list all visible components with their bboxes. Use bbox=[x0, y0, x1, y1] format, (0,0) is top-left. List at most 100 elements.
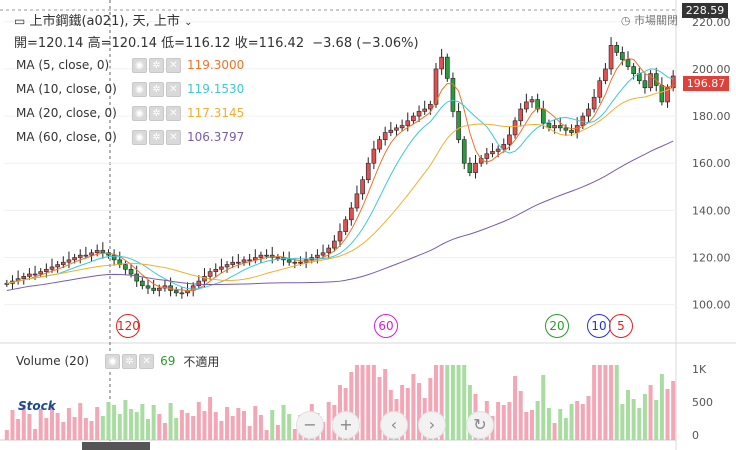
volume-bar bbox=[417, 383, 422, 440]
volume-bar bbox=[360, 365, 365, 440]
volume-bar bbox=[626, 390, 630, 440]
ma-10-line bbox=[6, 68, 674, 290]
volume-bar bbox=[44, 418, 49, 440]
volume-bar bbox=[642, 394, 647, 440]
volume-bar bbox=[450, 365, 455, 440]
ma-10-row[interactable]: MA (10, close, 0) ◉ ✲ ✕ 119.1530 bbox=[16, 81, 245, 97]
gear-icon[interactable]: ✲ bbox=[149, 57, 164, 73]
close-icon[interactable]: ✕ bbox=[166, 105, 181, 121]
volume-bar bbox=[10, 410, 15, 440]
volume-bar bbox=[100, 416, 105, 440]
candle-body bbox=[320, 252, 326, 256]
candle-body bbox=[501, 144, 507, 150]
candle-body bbox=[388, 129, 394, 133]
eye-icon[interactable]: ◉ bbox=[105, 353, 121, 369]
volume-bar bbox=[27, 414, 32, 440]
volume-bar bbox=[16, 419, 21, 440]
volume-bar bbox=[541, 375, 546, 440]
volume-bar bbox=[72, 417, 77, 440]
volume-bar bbox=[83, 418, 88, 440]
candle-body bbox=[653, 73, 659, 86]
close-icon[interactable]: ✕ bbox=[139, 353, 155, 369]
close-icon[interactable]: ✕ bbox=[166, 81, 181, 97]
eye-icon[interactable]: ◉ bbox=[132, 129, 147, 145]
volume-bar bbox=[33, 429, 38, 440]
candle-body bbox=[574, 125, 580, 133]
marker-120: 120 bbox=[116, 314, 140, 338]
volume-bar bbox=[496, 402, 501, 440]
bar-style-icon[interactable]: ▭ bbox=[14, 14, 26, 28]
candle-body bbox=[405, 120, 411, 126]
candle-body bbox=[591, 96, 597, 110]
scroll-right-button[interactable]: › bbox=[418, 411, 446, 439]
gear-icon[interactable]: ✲ bbox=[122, 353, 138, 369]
gear-icon[interactable]: ✲ bbox=[149, 81, 164, 97]
eye-icon[interactable]: ◉ bbox=[132, 81, 147, 97]
candle-body bbox=[354, 193, 360, 209]
gear-icon[interactable]: ✲ bbox=[149, 105, 164, 121]
ma-20-line bbox=[6, 87, 674, 284]
volume-bar bbox=[383, 369, 388, 440]
candle-body bbox=[44, 268, 49, 272]
candle-body bbox=[258, 254, 264, 258]
candle-body bbox=[100, 250, 106, 254]
chevron-down-icon[interactable]: ⌄ bbox=[184, 17, 193, 28]
volume-bar bbox=[112, 405, 117, 440]
candle-body bbox=[230, 261, 236, 265]
volume-bar bbox=[603, 365, 608, 440]
volume-bar bbox=[162, 423, 167, 440]
volume-row[interactable]: Volume (20) ◉ ✲ ✕ 69 不適用 bbox=[16, 353, 220, 369]
volume-bar bbox=[4, 430, 9, 440]
candle-body bbox=[49, 266, 55, 270]
y-tick-label: 220.00 bbox=[692, 16, 731, 29]
vol-tick-label: 0 bbox=[692, 429, 699, 442]
volume-bar bbox=[366, 365, 371, 440]
current-price-label: 196.87 bbox=[683, 76, 729, 91]
candle-body bbox=[332, 240, 337, 249]
eye-icon[interactable]: ◉ bbox=[132, 105, 147, 121]
y-tick-label: 100.00 bbox=[692, 299, 731, 312]
candle-body bbox=[55, 264, 60, 268]
eye-icon[interactable]: ◉ bbox=[132, 57, 147, 73]
volume-bar bbox=[428, 378, 433, 440]
volume-bar bbox=[377, 377, 382, 440]
candle-body bbox=[202, 276, 207, 282]
candle-body bbox=[608, 45, 614, 70]
candle-body bbox=[77, 254, 83, 258]
candle-body bbox=[444, 56, 450, 79]
candle-body bbox=[94, 250, 100, 254]
zoom-out-button[interactable]: − bbox=[296, 411, 324, 439]
volume-bar bbox=[157, 414, 162, 440]
candle-body bbox=[72, 257, 77, 261]
candle-body bbox=[32, 273, 38, 276]
candle-body bbox=[399, 125, 405, 129]
volume-bar bbox=[637, 408, 642, 440]
candle-body bbox=[507, 134, 512, 145]
reset-button[interactable]: ↻ bbox=[466, 411, 494, 439]
chart-title[interactable]: 上市鋼鐵(a021), 天, 上市 bbox=[29, 14, 180, 29]
candle-body bbox=[286, 259, 292, 263]
close-icon[interactable]: ✕ bbox=[166, 57, 181, 73]
ma-5-row[interactable]: MA (5, close, 0) ◉ ✲ ✕ 119.3000 bbox=[16, 57, 245, 73]
close-icon[interactable]: ✕ bbox=[166, 129, 181, 145]
y-tick-label: 160.00 bbox=[692, 157, 731, 170]
candle-body bbox=[224, 264, 230, 268]
zoom-in-button[interactable]: + bbox=[332, 411, 360, 439]
ma-20-row[interactable]: MA (20, close, 0) ◉ ✲ ✕ 117.3145 bbox=[16, 105, 245, 121]
volume-bar bbox=[434, 365, 438, 440]
candle-body bbox=[247, 259, 252, 262]
volume-bar bbox=[524, 412, 529, 440]
vol-tick-label: 500 bbox=[692, 396, 713, 409]
volume-bar bbox=[151, 405, 156, 440]
candle-body bbox=[360, 179, 365, 195]
candle-body bbox=[134, 273, 140, 282]
candle-body bbox=[315, 254, 320, 258]
candle-body bbox=[207, 271, 213, 277]
candle-body bbox=[439, 56, 444, 70]
gear-icon[interactable]: ✲ bbox=[149, 129, 164, 145]
ma-60-row[interactable]: MA (60, close, 0) ◉ ✲ ✕ 106.3797 bbox=[16, 129, 245, 145]
candle-body bbox=[625, 59, 631, 67]
candle-body bbox=[196, 280, 202, 287]
scroll-left-button[interactable]: ‹ bbox=[380, 411, 408, 439]
